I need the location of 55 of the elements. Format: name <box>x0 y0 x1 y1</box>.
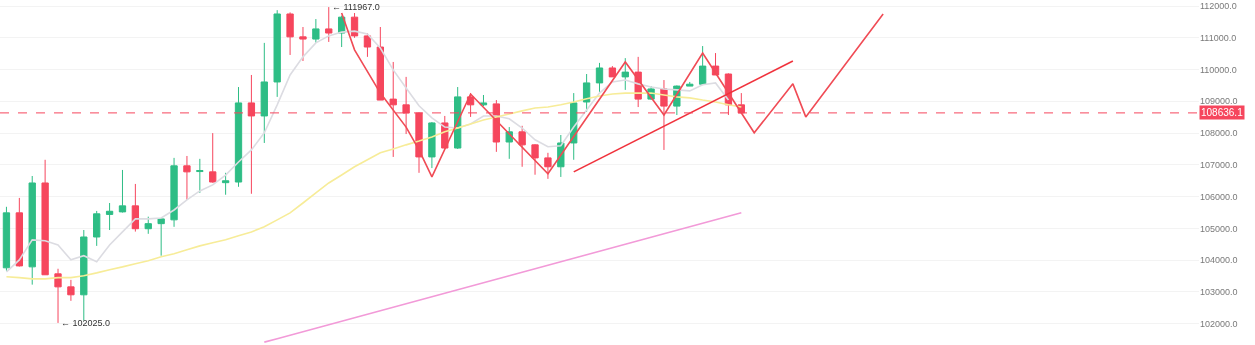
candlestick <box>376 26 384 101</box>
candlestick <box>209 132 217 184</box>
candlestick <box>93 210 101 247</box>
candlestick <box>363 32 372 58</box>
y-tick-label: 109000.0 <box>1200 96 1238 107</box>
line-series <box>5 92 743 280</box>
ref-line-label: 108636.1 <box>1201 107 1244 118</box>
y-tick-label: 106000.0 <box>1200 191 1238 202</box>
candlestick <box>41 159 49 276</box>
candlestick <box>608 65 617 78</box>
candlestick <box>621 57 629 91</box>
candlestick <box>221 172 230 196</box>
candlestick <box>286 11 294 56</box>
y-tick-label: 111000.0 <box>1200 32 1237 43</box>
candlestick <box>28 175 36 286</box>
candlestick <box>595 62 604 93</box>
candlestick <box>686 81 694 87</box>
annotation: ← 111967.0 <box>332 2 380 12</box>
line-series <box>5 30 730 273</box>
y-tick-label: 107000.0 <box>1200 160 1238 171</box>
candlestick <box>518 125 526 168</box>
y-tick-label: 102000.0 <box>1200 318 1238 329</box>
candlestick <box>131 183 140 233</box>
candlestick <box>183 155 191 201</box>
candlestick <box>582 73 591 113</box>
y-tick-label: 105000.0 <box>1200 223 1238 234</box>
annotation: ← 102025.0 <box>61 318 111 328</box>
candlestick <box>54 268 62 324</box>
candlestick <box>260 42 268 144</box>
line-series <box>263 212 743 343</box>
candlestick <box>234 86 243 188</box>
y-tick-label: 110000.0 <box>1200 64 1237 75</box>
candlestick <box>15 197 23 268</box>
candlestick <box>118 169 127 214</box>
candlestick <box>2 206 11 272</box>
y-tick-label: 103000.0 <box>1200 287 1238 298</box>
candlestick <box>273 9 281 98</box>
candlestick <box>428 121 436 169</box>
candlestick <box>170 157 178 228</box>
candlestick <box>389 61 397 158</box>
candlestick <box>479 94 488 107</box>
candlestick <box>196 158 204 194</box>
candlestick <box>299 26 307 62</box>
candlestick <box>80 229 88 322</box>
candlestick <box>711 52 720 76</box>
y-tick-label: 112000.0 <box>1200 1 1237 12</box>
candlestick <box>157 217 165 257</box>
candlestick <box>698 45 707 86</box>
candlestick <box>312 18 320 44</box>
candlestick <box>67 279 75 302</box>
candlestick <box>144 216 152 235</box>
y-tick-label: 104000.0 <box>1200 255 1238 266</box>
candlestick <box>105 202 114 231</box>
candlestick <box>325 6 333 43</box>
y-tick-label: 108000.0 <box>1200 128 1238 139</box>
